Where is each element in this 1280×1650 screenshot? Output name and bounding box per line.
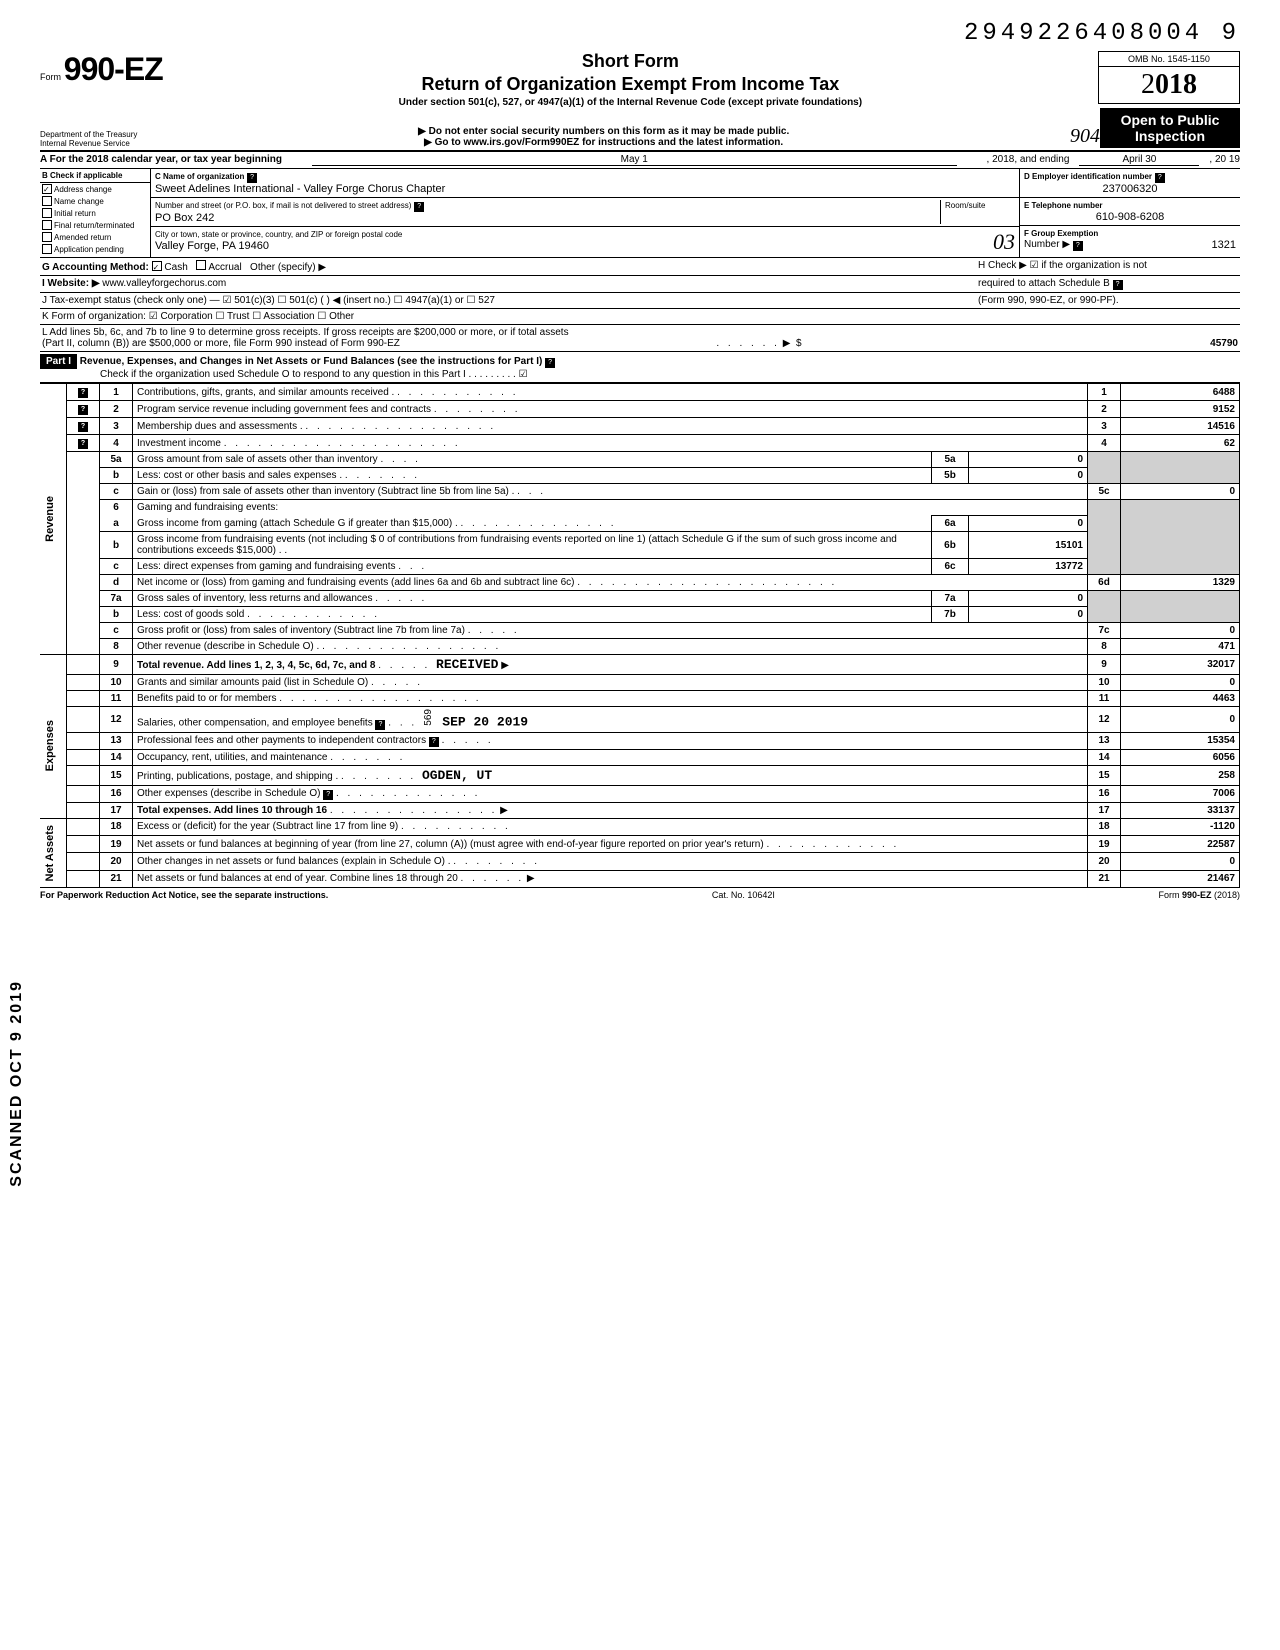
k-label: K Form of organization: ☑ Corporation ☐ … — [40, 309, 1240, 325]
phone: 610-908-6208 — [1024, 211, 1236, 223]
help-icon: ? — [1155, 173, 1165, 183]
city-label: City or town, state or province, country… — [155, 230, 402, 239]
date-stamp: SEP 20 2019 — [442, 715, 528, 730]
open-to-public: Open to Public Inspection — [1100, 108, 1240, 148]
short-form-title: Short Form — [163, 51, 1098, 72]
lines-table: Revenue ?1 Contributions, gifts, grants,… — [40, 383, 1240, 888]
help-icon: ? — [247, 173, 257, 183]
tracking-number: 2949226408004 9 — [40, 20, 1240, 47]
net-assets-label: Net Assets — [44, 821, 62, 885]
room-label: Room/suite — [945, 201, 985, 210]
part-1-header: Part I — [40, 354, 77, 369]
omb-year-box: OMB No. 1545-1150 2018 — [1098, 51, 1240, 104]
footer-left: For Paperwork Reduction Act Notice, see … — [40, 890, 328, 900]
e-label: E Telephone number — [1024, 201, 1103, 210]
ogden-stamp: OGDEN, UT — [422, 768, 492, 783]
checkbox-name-change[interactable] — [42, 196, 52, 206]
help-icon: ? — [545, 358, 555, 368]
org-name: Sweet Adelines International - Valley Fo… — [155, 183, 445, 195]
part-1-check: Check if the organization used Schedule … — [40, 369, 528, 380]
footer-mid: Cat. No. 10642I — [712, 890, 775, 900]
form-prefix: Form — [40, 72, 61, 82]
checkbox-address-change[interactable] — [42, 184, 52, 194]
checkbox-amended[interactable] — [42, 232, 52, 242]
city-value: Valley Forge, PA 19460 — [155, 240, 269, 252]
l-label-2: (Part II, column (B)) are $500,000 or mo… — [42, 338, 400, 349]
help-icon: ? — [1073, 241, 1083, 251]
addr-label: Number and street (or P.O. box, if mail … — [155, 201, 411, 210]
h-block-2: required to attach Schedule B ? — [978, 278, 1238, 290]
column-b-checkboxes: B Check if applicable Address change Nam… — [40, 169, 151, 257]
form-number-block: Form 990-EZ — [40, 51, 163, 88]
received-stamp: RECEIVED — [436, 657, 498, 672]
department-label: Department of the Treasury Internal Reve… — [40, 130, 137, 148]
form-number: 990-EZ — [64, 51, 163, 87]
i-label: I Website: ▶ — [42, 278, 100, 289]
help-icon: ? — [1113, 280, 1123, 290]
g-label: G Accounting Method: — [42, 262, 149, 273]
subtitle: Under section 501(c), 527, or 4947(a)(1)… — [163, 97, 1098, 108]
expenses-label: Expenses — [44, 716, 62, 775]
revenue-label: Revenue — [44, 492, 62, 546]
main-title: Return of Organization Exempt From Incom… — [163, 74, 1098, 95]
line-a: A For the 2018 calendar year, or tax yea… — [40, 152, 1240, 169]
ein: 237006320 — [1024, 183, 1236, 195]
handwritten-03: 03 — [993, 229, 1015, 255]
f-label: F Group Exemption — [1024, 229, 1098, 238]
j-label: J Tax-exempt status (check only one) — ☑… — [42, 295, 978, 306]
footer: For Paperwork Reduction Act Notice, see … — [40, 888, 1240, 900]
help-icon: ? — [414, 202, 424, 212]
website: www.valleyforgechorus.com — [102, 278, 226, 289]
footer-right: Form 990-EZ (2018) — [1158, 890, 1240, 900]
group-exemption: 1321 — [1212, 239, 1236, 251]
warning-1: ▶ Do not enter social security numbers o… — [137, 126, 1070, 137]
checkbox-final-return[interactable] — [42, 220, 52, 230]
omb-number: OMB No. 1545-1150 — [1099, 52, 1239, 67]
po-box: PO Box 242 — [155, 212, 214, 224]
l-label-1: L Add lines 5b, 6c, and 7b to line 9 to … — [42, 327, 1238, 338]
checkbox-cash[interactable] — [152, 261, 162, 271]
tax-year: 2018 — [1099, 67, 1239, 103]
checkbox-accrual[interactable] — [196, 260, 206, 270]
stamp-569: 569 — [423, 709, 434, 726]
l-amount: 45790 — [1118, 338, 1238, 349]
handwritten-904: 904 — [1070, 125, 1100, 148]
checkbox-initial-return[interactable] — [42, 208, 52, 218]
h-block: H Check ▶ ☑ if the organization is not — [978, 260, 1238, 273]
scanned-stamp: SCANNED OCT 9 2019 — [8, 980, 26, 1187]
h-block-3: (Form 990, 990-EZ, or 990-PF). — [978, 295, 1238, 306]
checkbox-pending[interactable] — [42, 244, 52, 254]
d-label: D Employer identification number — [1024, 172, 1152, 181]
warning-2: ▶ Go to www.irs.gov/Form990EZ for instru… — [137, 137, 1070, 148]
c-label: C Name of organization — [155, 172, 244, 181]
part-1-title: Revenue, Expenses, and Changes in Net As… — [80, 356, 543, 367]
